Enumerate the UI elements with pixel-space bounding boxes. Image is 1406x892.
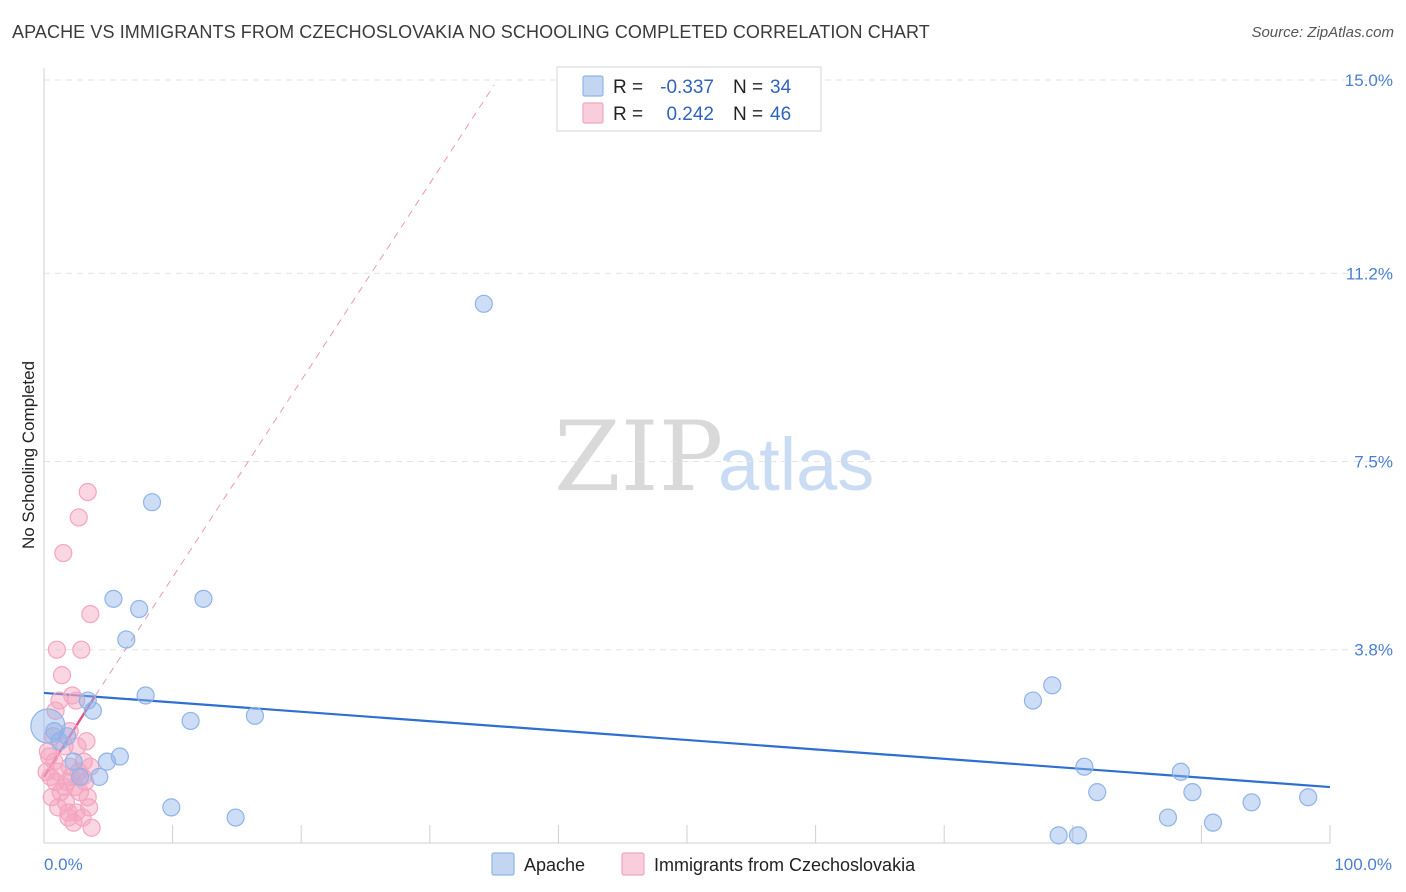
- apache-point: [117, 630, 136, 649]
- y-tick-label: 3.8%: [1354, 641, 1393, 660]
- watermark-atlas: atlas: [718, 423, 874, 506]
- y-tick-label: 7.5%: [1354, 453, 1393, 472]
- y-tick-label: 11.2%: [1346, 264, 1393, 283]
- apache-point: [1171, 762, 1190, 781]
- apache-point: [1203, 813, 1223, 832]
- stats-swatch-apache: [582, 75, 604, 97]
- czech-point: [72, 640, 91, 659]
- czech-point: [49, 798, 68, 817]
- apache-point: [78, 691, 97, 710]
- apache-point: [245, 706, 265, 725]
- apache-point: [83, 701, 102, 720]
- chart-title: APACHE VS IMMIGRANTS FROM CZECHOSLOVAKIA…: [12, 22, 930, 42]
- czech-point: [65, 777, 84, 797]
- legend-swatch-apache: [491, 852, 515, 876]
- apache-point: [142, 493, 162, 512]
- apache-point: [1242, 793, 1261, 812]
- chart-source: Source: ZipAtlas.com: [1251, 24, 1394, 41]
- apache-point: [1075, 757, 1094, 776]
- series-czechoslovakia-points: [37, 482, 101, 837]
- apache-point: [181, 711, 200, 731]
- watermark: ZIP atlas: [554, 401, 874, 513]
- apache-point: [1299, 788, 1318, 807]
- legend-label-czech: Immigrants from Czechoslovakia: [654, 855, 916, 875]
- apache-point: [1088, 783, 1107, 802]
- stats-r-value-czech: 0.242: [666, 104, 714, 125]
- stats-n-label-apache: N =: [733, 77, 763, 98]
- apache-point: [90, 767, 109, 786]
- apache-point: [1023, 691, 1043, 710]
- axes: [43, 68, 1331, 844]
- apache-point: [130, 599, 149, 619]
- grid: [44, 79, 1390, 651]
- stats-box: R = -0.337 N = 34 R = 0.242 N = 46: [556, 66, 822, 132]
- apache-point: [64, 752, 83, 771]
- watermark-zip: ZIP: [554, 401, 723, 513]
- czech-point: [47, 640, 66, 659]
- stats-swatch-czech: [582, 102, 604, 124]
- legend-label-apache: Apache: [524, 855, 585, 875]
- stats-n-value-apache: 34: [770, 77, 792, 98]
- czech-point: [82, 818, 101, 837]
- apache-point: [136, 686, 155, 705]
- apache-point: [1049, 826, 1068, 845]
- apache-point: [1183, 783, 1202, 802]
- apache-point: [104, 589, 123, 608]
- czech-point: [78, 482, 97, 502]
- legend-swatch-czech: [621, 852, 645, 876]
- y-tick-labels: 3.8% 7.5% 11.2% 15.0%: [1345, 71, 1393, 660]
- czech-point: [54, 543, 73, 563]
- czech-point: [81, 604, 100, 624]
- trend-line-apache: [43, 691, 1331, 789]
- czech-point: [55, 777, 74, 797]
- stats-r-label-czech: R =: [613, 104, 643, 125]
- apache-point: [1043, 676, 1062, 695]
- trend-line-czech: [95, 84, 495, 696]
- apache-point: [162, 798, 181, 817]
- czech-point: [77, 732, 96, 751]
- stats-n-value-czech: 46: [770, 104, 791, 125]
- apache-point: [1158, 808, 1178, 827]
- x-tick-label: 0.0%: [44, 855, 83, 874]
- x-tick-labels: 0.0% 100.0%: [44, 855, 1392, 874]
- apache-point: [226, 808, 245, 827]
- x-tick-label: 100.0%: [1334, 855, 1392, 874]
- y-axis-label: No Schooling Completed: [19, 361, 38, 549]
- czech-point: [59, 803, 78, 822]
- apache-point: [194, 589, 213, 608]
- stats-r-value-apache: -0.337: [660, 77, 714, 98]
- apache-point: [474, 294, 493, 313]
- stats-n-label-czech: N =: [733, 104, 763, 125]
- apache-point: [110, 747, 129, 766]
- czech-point: [52, 666, 72, 685]
- stats-r-label-apache: R =: [613, 77, 643, 98]
- apache-point: [1068, 826, 1088, 845]
- y-tick-label: 15.0%: [1345, 71, 1393, 90]
- czech-point: [67, 803, 86, 822]
- czech-point: [42, 788, 61, 807]
- czech-point: [69, 508, 88, 527]
- czech-point: [40, 747, 59, 766]
- series-apache-points: [30, 294, 1318, 845]
- apache-point: [70, 767, 90, 786]
- apache-point: [58, 727, 77, 746]
- legend: Apache Immigrants from Czechoslovakia: [491, 852, 916, 876]
